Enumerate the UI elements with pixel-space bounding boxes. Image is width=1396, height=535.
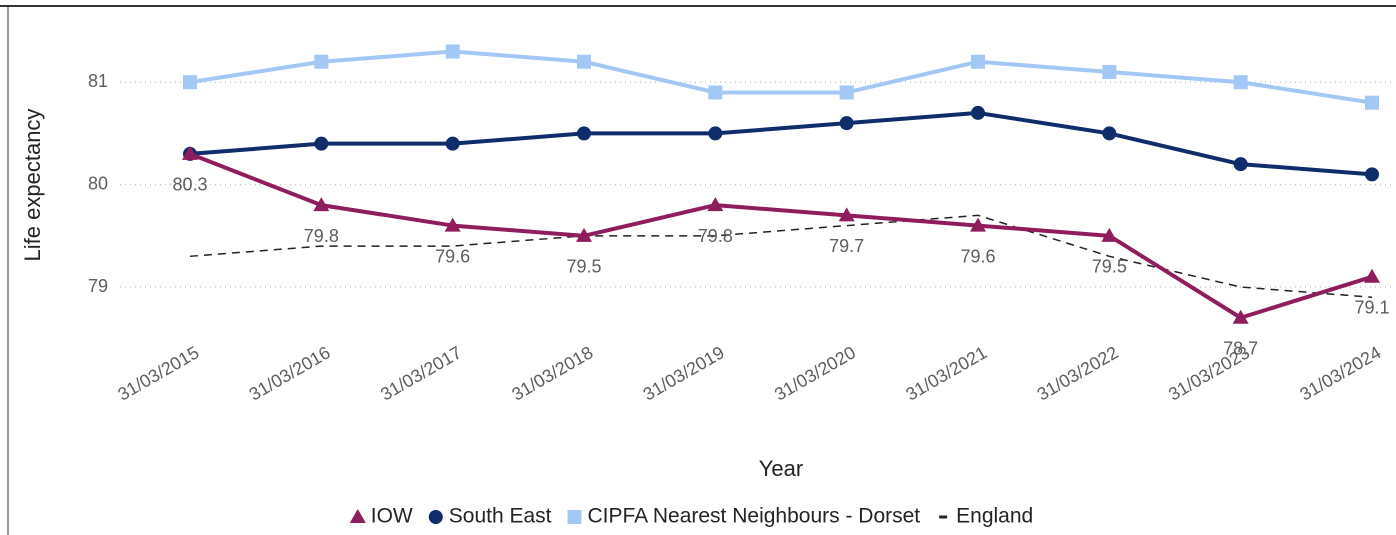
legend-label: England [956,505,1033,528]
data-point [183,75,197,90]
data-point [1365,95,1379,110]
data-point [708,85,723,100]
y-axis-label: Life expectancy [20,109,45,262]
data-label: 79.5 [1092,257,1127,277]
data-point [1232,309,1249,324]
data-label: 78.7 [1223,339,1258,359]
data-point [1364,268,1380,283]
series-line [189,110,1373,177]
data-point [1102,126,1117,141]
data-point [314,136,329,151]
data-point [314,54,329,69]
x-tick-label: 31/03/2019 [640,342,728,404]
data-point [970,217,986,232]
x-tick-label: 31/03/2016 [246,342,334,404]
x-axis-label: Year [759,456,803,481]
x-tick-label: 31/03/2015 [114,342,202,404]
legend-label: CIPFA Nearest Neighbours - Dorset [588,505,921,528]
x-tick-label: 31/03/2022 [1034,342,1122,404]
data-point [576,227,592,242]
data-point [707,197,724,212]
data-label: 79.8 [304,226,339,246]
data-point [1365,167,1379,182]
data-label: 79.6 [435,246,470,266]
data-point [708,126,723,141]
data-point [577,54,591,69]
data-point [971,105,985,120]
legend-label: IOW [371,505,413,528]
data-point [445,136,460,151]
data-point [839,116,854,131]
legend-label: South East [449,505,552,528]
data-point [313,197,330,212]
data-label: 79.8 [698,226,733,246]
x-tick-label: 31/03/2024 [1296,342,1384,404]
data-point [971,54,985,69]
data-point [445,44,460,59]
y-tick-label: 79 [88,276,108,296]
legend-marker [567,510,582,524]
y-tick-label: 81 [88,71,108,91]
data-label: 79.5 [566,257,601,277]
x-tick-label: 31/03/2018 [508,342,596,404]
data-point [838,207,855,222]
data-label: 79.7 [829,236,864,256]
data-point [1233,75,1248,90]
data-point [1233,157,1248,172]
data-label: 79.6 [960,246,995,266]
series-line [189,49,1373,105]
data-point [1101,227,1118,242]
data-point [1102,64,1117,79]
data-point [182,145,198,160]
x-tick-label: 31/03/2017 [377,342,465,404]
series-line [189,214,1373,299]
x-tick-label: 31/03/2021 [902,342,990,404]
data-point [577,126,591,141]
series-line [189,152,1373,320]
x-tick-label: 31/03/2020 [771,342,859,404]
data-point [839,85,854,100]
legend-marker [428,510,443,524]
data-label: 79.1 [1354,298,1389,318]
data-point [444,217,461,232]
data-label: 80.3 [172,175,207,195]
y-tick-label: 80 [88,173,108,193]
legend-marker [349,509,366,523]
